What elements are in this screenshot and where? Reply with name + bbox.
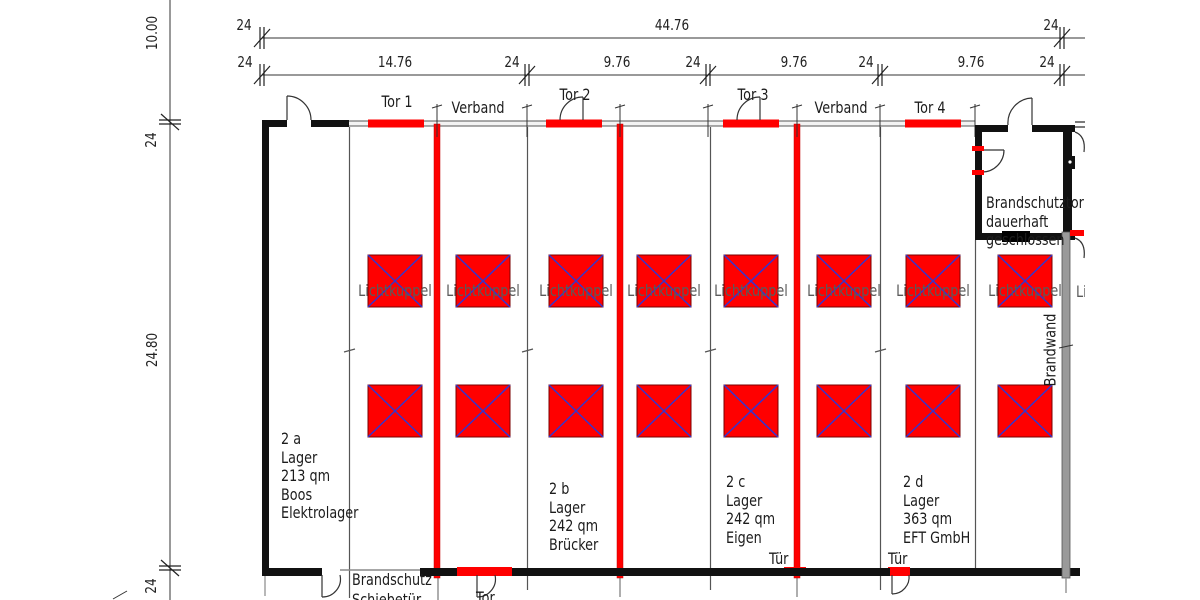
skylight-label: Lichtkuppel [896, 281, 970, 300]
unit-label-2c: 2 c Lager 242 qm Eigen [726, 472, 776, 547]
door-arcs [286, 95, 1085, 598]
dim-label: 14.76 [377, 53, 413, 71]
dimension-lines [112, 0, 1085, 600]
dim-label: 24 [236, 16, 252, 34]
dim-label: 24 [685, 53, 701, 71]
lichtkuppel-skylight [997, 384, 1053, 438]
gate-label-tor4: Tor 4 [914, 98, 946, 117]
brandwand-label: Brandwand [1040, 313, 1060, 387]
dim-label: 24 [1043, 16, 1059, 34]
skylight-label: Lichtkuppel [358, 281, 432, 300]
dim-label: 24 [237, 53, 253, 71]
gate-label-tor1: Tor 1 [381, 92, 413, 111]
exterior-walls [262, 120, 1080, 576]
dim-label: 24 [504, 53, 520, 71]
dim-label: 44.76 [654, 16, 690, 34]
skylight-label: Lichtkuppel [446, 281, 520, 300]
unit-label-2d: 2 d Lager 363 qm EFT GmbH [903, 472, 971, 547]
wall-ticks [431, 104, 981, 137]
lichtkuppel-skylight [905, 384, 961, 438]
interior-partitions [264, 127, 977, 600]
unit-label-2b: 2 b Lager 242 qm Brücker [549, 479, 599, 554]
skylight-label: Lichtkuppel [627, 281, 701, 300]
skylight-label: Lichtkuppel [807, 281, 881, 300]
dim-label-vertical: 24 [142, 132, 160, 148]
dim-label: 9.76 [957, 53, 985, 71]
schiebetuer-label: Schiebetür [352, 590, 422, 600]
gate-label-tor3: Tor 3 [737, 85, 769, 104]
bracing-label: Verband [814, 98, 868, 117]
skylight-label: Lichtkuppel [988, 281, 1062, 300]
dim-label: 24 [1039, 53, 1055, 71]
bracing-label: Verband [451, 98, 505, 117]
dim-label: 9.76 [780, 53, 808, 71]
gate-segments [368, 119, 961, 576]
lichtkuppel-skylight [636, 384, 692, 438]
skylight-label-clipped: Lichtkuppel [1076, 282, 1085, 301]
dim-label-vertical: 10.00 [143, 15, 161, 51]
fire-gate-note: Brandschutztor dauerhaft geschlossen [986, 193, 1084, 249]
dim-label: 9.76 [603, 53, 631, 71]
lichtkuppel-skylight [367, 384, 423, 438]
gate-label-tor2: Tor 2 [559, 85, 591, 104]
dim-label-vertical: 24 [142, 578, 160, 594]
dim-label-vertical: 24.80 [143, 332, 161, 368]
small-room [972, 125, 1075, 242]
tor-label-bottom: Tor [476, 588, 495, 600]
lichtkuppel-skylight [723, 384, 779, 438]
skylight-label: Lichtkuppel [539, 281, 613, 300]
dim-label: 24 [858, 53, 874, 71]
brandschutz-label: Brandschutz [352, 570, 432, 589]
top-wall-light [340, 120, 1085, 571]
lichtkuppel-skylight [548, 384, 604, 438]
tuer-label-2d: Tür [888, 549, 908, 568]
lichtkuppel-skylight [816, 384, 872, 438]
unit-label-2a: 2 a Lager 213 qm Boos Elektrolager [281, 429, 359, 522]
brandwand-wall [1058, 230, 1084, 593]
lichtkuppel-skylight [455, 384, 511, 438]
skylight-label: Lichtkuppel [714, 281, 788, 300]
tuer-label-2c: Tür [769, 549, 789, 568]
